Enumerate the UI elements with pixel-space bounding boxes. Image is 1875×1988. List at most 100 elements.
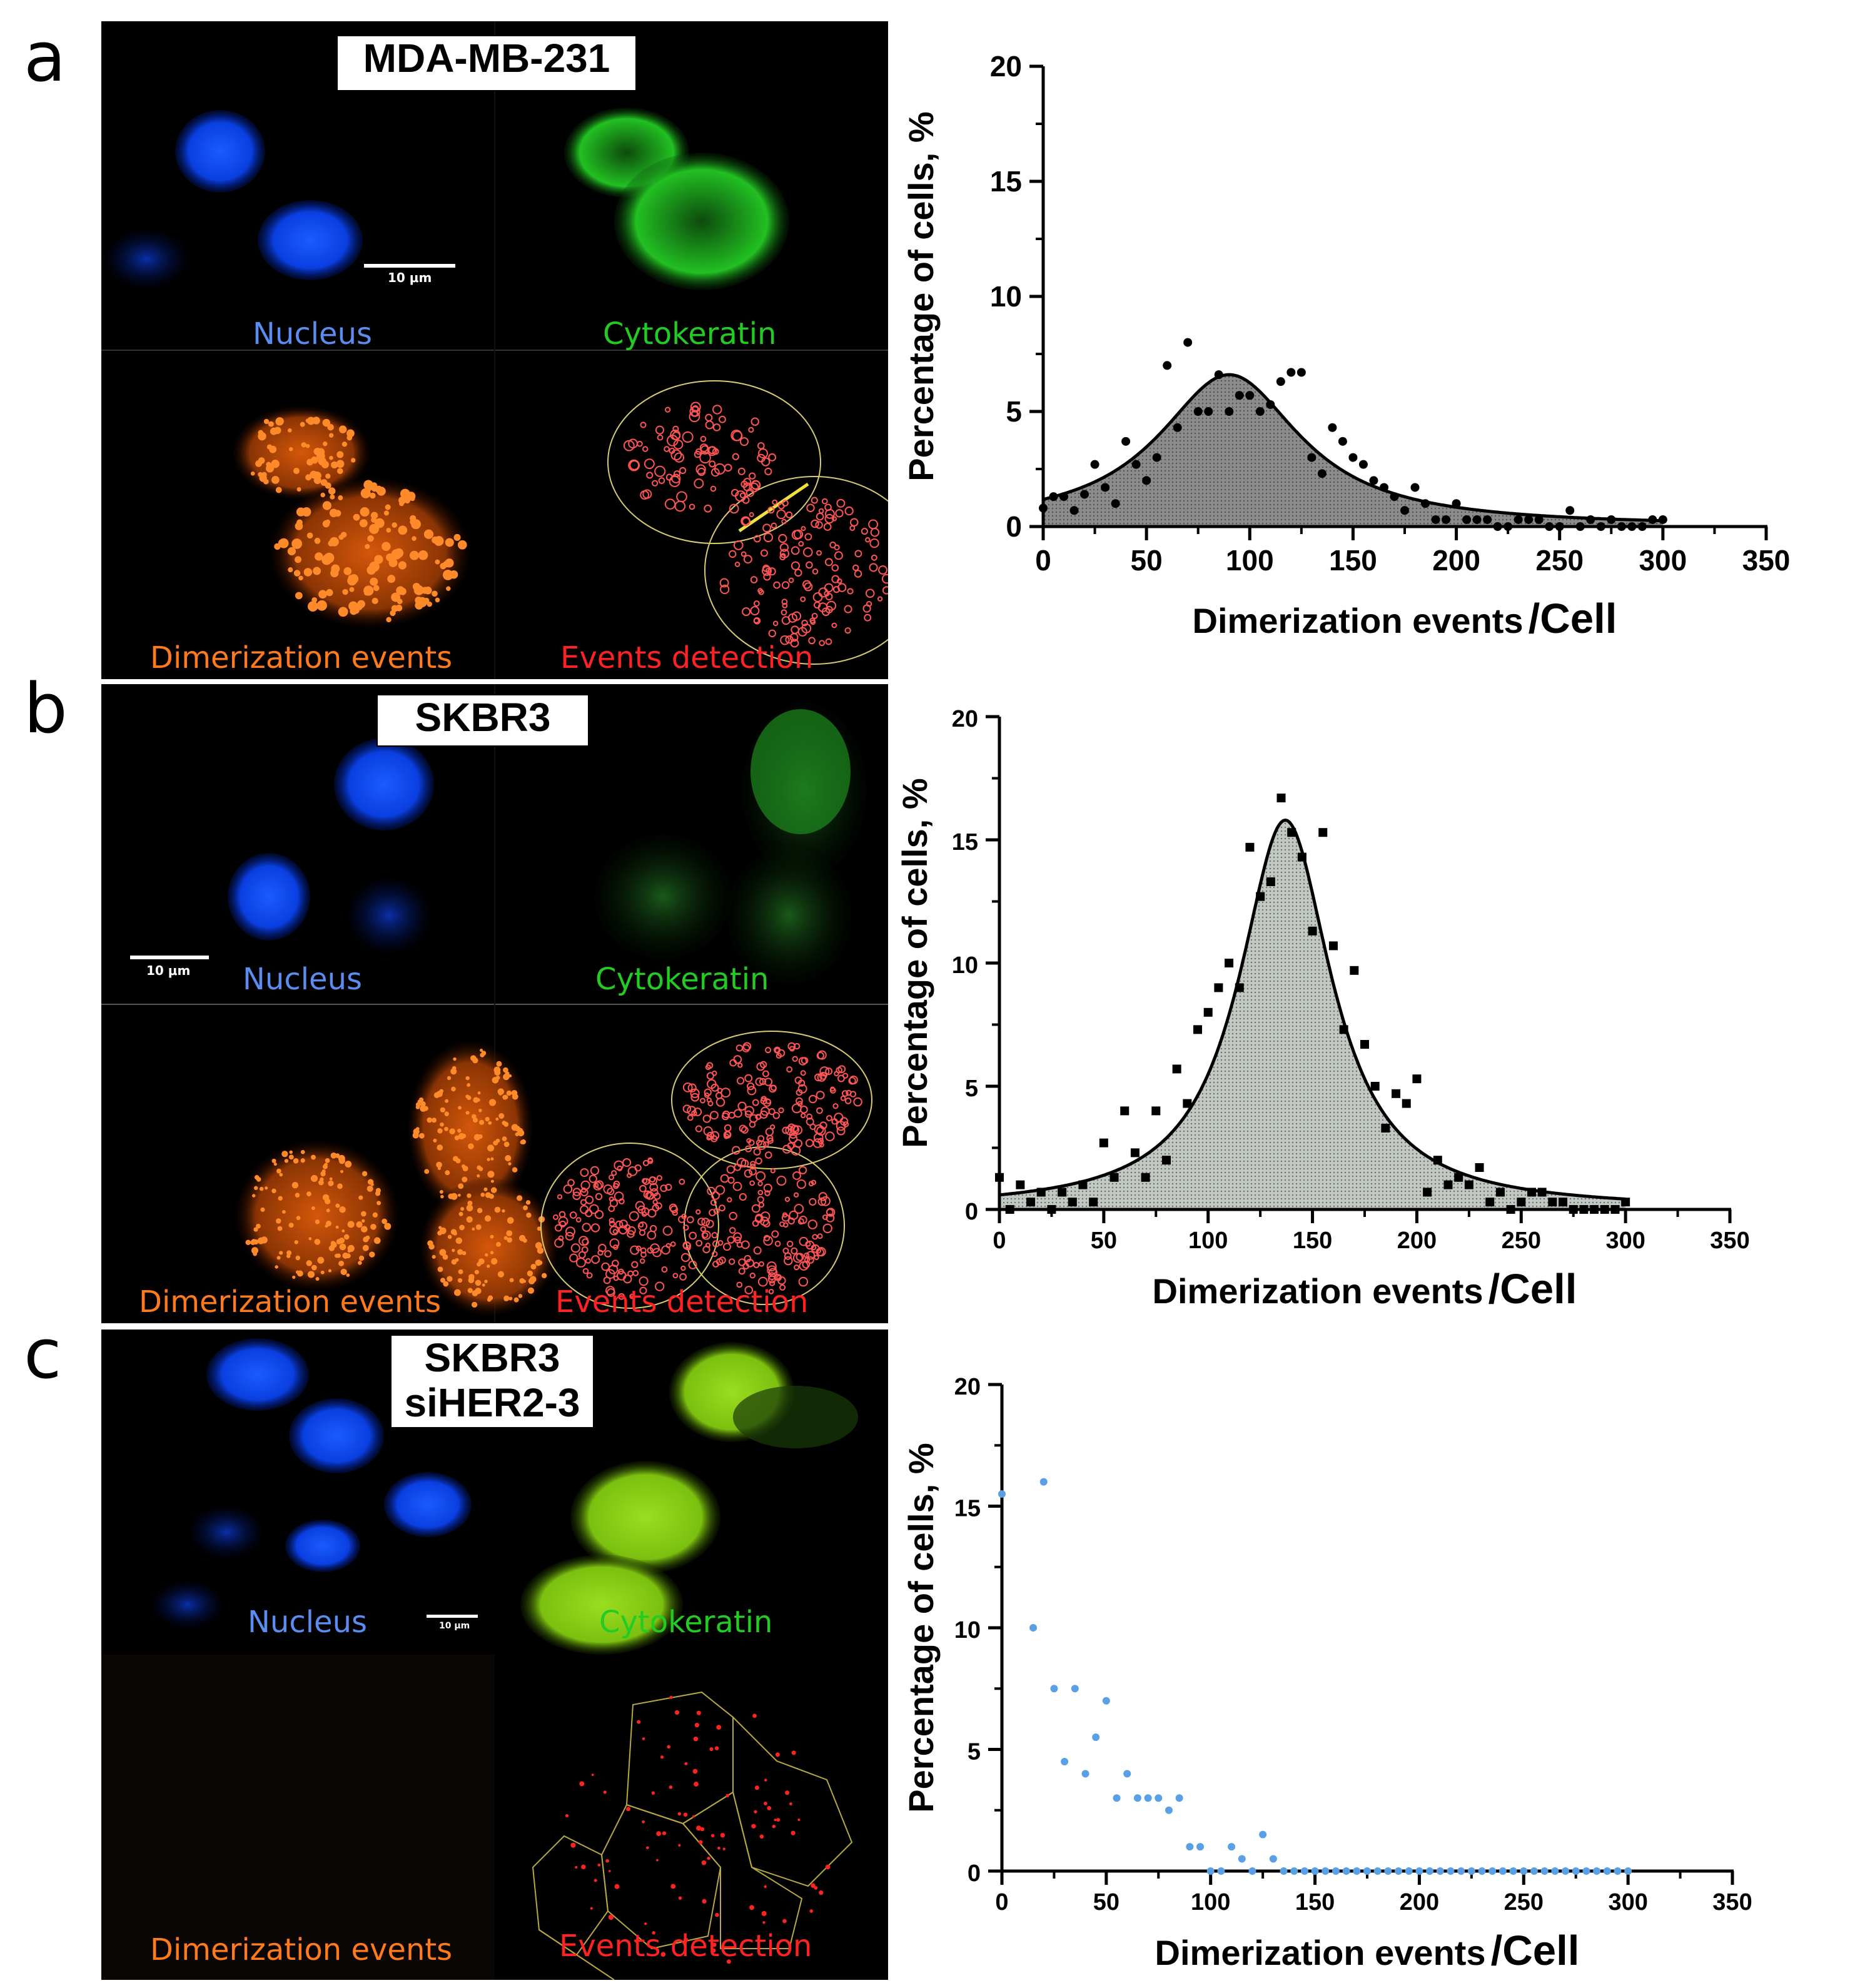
y-tick-label: 20 <box>954 1374 981 1400</box>
data-point <box>1433 1156 1442 1165</box>
data-point <box>1530 1867 1538 1875</box>
data-point <box>1080 490 1089 499</box>
data-point <box>1276 794 1286 803</box>
dimerization-label: Dimerization events <box>150 640 453 675</box>
data-point <box>1256 892 1265 901</box>
x-axis-title-main: Dimerization events <box>1153 1271 1483 1311</box>
data-point <box>1514 515 1523 524</box>
data-point <box>998 1490 1006 1498</box>
data-point <box>1596 522 1605 531</box>
data-point <box>1225 407 1234 416</box>
y-tick-label: 20 <box>990 50 1022 83</box>
data-point <box>1381 1123 1390 1133</box>
data-point <box>1517 1198 1526 1207</box>
data-point <box>1078 1180 1088 1189</box>
data-point <box>1123 1770 1131 1778</box>
data-point <box>1206 1867 1215 1875</box>
x-tick-label: 50 <box>1131 544 1163 577</box>
data-point <box>1290 1867 1298 1875</box>
x-tick-label: 0 <box>1035 544 1051 577</box>
x-axis-title-unit: /Cell <box>1529 595 1617 642</box>
data-point <box>1016 1180 1025 1189</box>
data-point <box>1111 499 1120 508</box>
data-point <box>1493 522 1502 531</box>
data-point <box>1443 1180 1453 1189</box>
data-point <box>1509 1867 1517 1875</box>
panel-letter-a: a <box>24 17 66 97</box>
data-point <box>1562 1867 1570 1875</box>
data-point <box>1431 515 1440 524</box>
data-point <box>1297 852 1306 862</box>
data-point <box>1462 515 1472 524</box>
fit-area-texture <box>1043 375 1663 527</box>
data-point <box>1081 1770 1089 1778</box>
data-point <box>1452 499 1461 508</box>
data-point <box>1161 1156 1171 1165</box>
data-point <box>1607 515 1616 524</box>
data-point <box>1300 1867 1308 1875</box>
cytokeratin-label: Cytokeratin <box>595 962 769 997</box>
data-point <box>1144 1794 1152 1802</box>
data-point <box>1155 1794 1163 1802</box>
data-point <box>1130 1148 1140 1158</box>
data-point <box>1328 423 1337 432</box>
data-point <box>1196 1843 1205 1851</box>
data-point <box>1099 1138 1108 1148</box>
data-point <box>995 1173 1004 1182</box>
data-point <box>1483 515 1492 524</box>
data-point <box>1165 1806 1173 1814</box>
micrograph-panel-a: MDA-MB-231 10 μm Nucleus Cytokeratin Dim… <box>101 21 888 679</box>
data-point <box>1186 1843 1194 1851</box>
data-point <box>1193 1025 1203 1034</box>
micrograph-panel-c: SKBR3 siHER2-3 10 μm Nucleus Cytokeratin… <box>101 1330 888 1980</box>
data-point <box>1545 522 1554 531</box>
data-point <box>1276 377 1285 386</box>
data-point <box>1475 1163 1484 1173</box>
panel-letter-c: c <box>24 1314 62 1394</box>
y-tick-label: 20 <box>952 706 978 732</box>
data-point <box>1488 1867 1497 1875</box>
data-point <box>1551 1867 1559 1875</box>
data-point <box>1204 407 1213 416</box>
x-tick-label: 0 <box>995 1889 1008 1915</box>
y-tick-label: 15 <box>952 829 978 855</box>
data-point <box>1363 1867 1371 1875</box>
data-point <box>1498 1867 1507 1875</box>
x-axis-title-unit: /Cell <box>1491 1927 1580 1974</box>
data-point <box>1610 1205 1620 1214</box>
data-point <box>1173 423 1182 432</box>
data-point <box>1400 506 1409 515</box>
data-point <box>1572 1867 1580 1875</box>
data-point <box>1296 368 1306 377</box>
cell-line-treatment: siHER2-3 <box>404 1380 580 1425</box>
data-point <box>1603 1867 1611 1875</box>
x-tick-label: 50 <box>1091 1228 1117 1254</box>
x-tick-label: 0 <box>993 1228 1006 1254</box>
y-tick-label: 10 <box>954 1617 981 1643</box>
detection-label: Events detection <box>559 1929 812 1964</box>
dimerization-label: Dimerization events <box>150 1932 453 1967</box>
data-point <box>1436 1867 1444 1875</box>
data-point <box>1311 1867 1319 1875</box>
data-point <box>1120 1106 1130 1116</box>
data-point <box>1537 1188 1547 1197</box>
data-point <box>1050 1685 1058 1693</box>
x-tick-label: 250 <box>1502 1228 1541 1254</box>
data-point <box>1307 453 1317 462</box>
x-tick-label: 200 <box>1397 1228 1437 1254</box>
data-point <box>1036 1188 1046 1197</box>
data-point <box>1621 1198 1630 1207</box>
data-point <box>1217 1867 1225 1875</box>
data-point <box>1392 1089 1401 1098</box>
data-point <box>1214 370 1223 380</box>
data-point <box>1559 1198 1568 1207</box>
data-point <box>1183 1099 1192 1108</box>
data-point <box>1506 1205 1515 1214</box>
data-point <box>1332 1867 1340 1875</box>
data-point <box>1228 1843 1236 1851</box>
cell-line-name: SKBR3 <box>424 1335 560 1380</box>
data-point <box>1524 515 1534 524</box>
data-point <box>1614 1867 1622 1875</box>
x-tick-label: 350 <box>1712 1889 1752 1915</box>
data-point <box>1464 1180 1473 1189</box>
